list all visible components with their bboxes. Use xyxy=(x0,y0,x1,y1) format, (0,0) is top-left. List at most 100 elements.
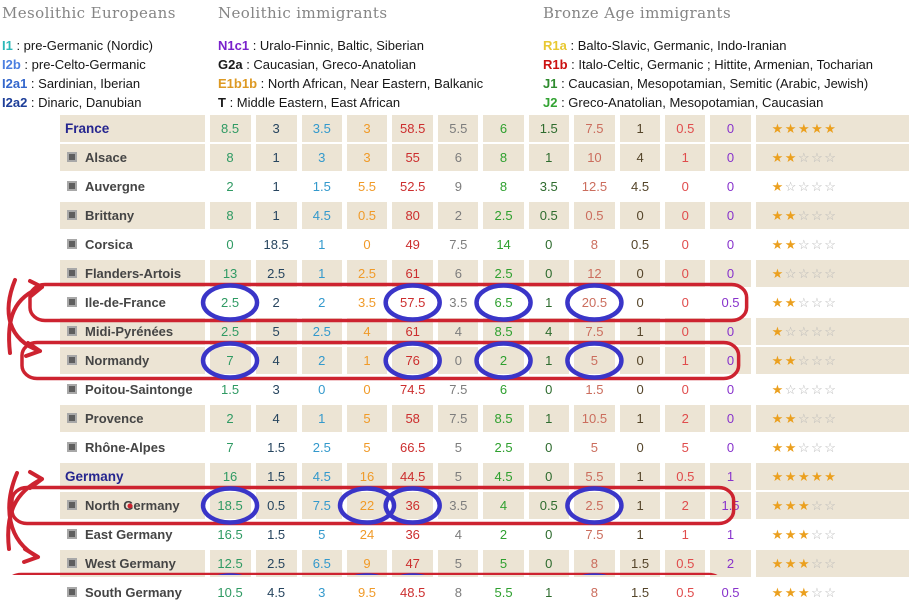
star-filled-icon: ★ xyxy=(771,468,785,484)
subregion-name-cell: East Germany xyxy=(60,521,205,548)
value-cell-col11: 0 xyxy=(665,376,706,403)
star-filled-icon: ★ xyxy=(784,410,798,426)
haplogroup-code: E1b1b xyxy=(218,76,258,91)
table-row-flanders-artois: Flanders-Artois 13 2.5 1 2.5 61 6 2.5 0 12 0 0 0 ★☆☆☆… xyxy=(60,260,909,287)
value-cell-col9: 7.5 xyxy=(573,115,615,142)
legend-items-mesolithic: I1 : pre-Germanic (Nordic) I2b : pre-Celt… xyxy=(2,36,176,112)
value-cell-col11: 0 xyxy=(665,173,706,200)
table-row-provence: Provence 2 4 1 5 58 7.5 8.5 1 10.5 1 2 0 ★★☆☆☆ xyxy=(60,405,909,432)
row-label: South Germany xyxy=(85,585,182,600)
value-cell-col1: 1.5 xyxy=(209,376,251,403)
subregion-name-cell: Provence xyxy=(60,405,205,432)
haplogroup-frequency-table: France 8.5 3 3.5 3 58.5 5.5 6 1.5 7.5 1 0.5 0 ★★★★★ Al… xyxy=(55,113,914,608)
legend-item-e1b1b: E1b1b : North African, Near Eastern, Bal… xyxy=(218,76,484,91)
star-empty-icon: ☆ xyxy=(811,323,825,339)
star-empty-icon: ☆ xyxy=(811,381,825,397)
value-cell-col4: 5 xyxy=(346,405,388,432)
value-cell-col2: 1.5 xyxy=(255,434,297,461)
star-empty-icon: ☆ xyxy=(811,294,825,310)
legend-item-i2b: I2b : pre-Celto-Germanic xyxy=(2,57,146,72)
subregion-name-cell: North Germany xyxy=(60,492,205,519)
square-bullet-icon xyxy=(67,442,77,452)
value-cell-col9: 8 xyxy=(573,550,615,577)
value-cell-col5: 76 xyxy=(392,347,434,374)
value-cell-col12: 0.5 xyxy=(710,579,751,606)
value-cell-col6: 6 xyxy=(438,144,479,171)
subregion-name-cell: Corsica xyxy=(60,231,205,258)
star-empty-icon: ☆ xyxy=(784,323,798,339)
star-filled-icon: ★ xyxy=(824,120,838,136)
square-bullet-icon xyxy=(67,181,77,191)
value-cell-col12: 0 xyxy=(710,434,751,461)
star-empty-icon: ☆ xyxy=(824,381,838,397)
value-cell-col7: 8.5 xyxy=(483,405,524,432)
value-cell-col4: 1 xyxy=(346,347,388,374)
table-row-france: France 8.5 3 3.5 3 58.5 5.5 6 1.5 7.5 1 0.5 0 ★★★★★ xyxy=(60,115,909,142)
value-cell-col11: 0 xyxy=(665,289,706,316)
table-row-ile-de-france: Ile-de-France 2.5 2 2 3.5 57.5 3.5 6.5 1 20.5 0 0 0.… xyxy=(60,289,909,316)
star-empty-icon: ☆ xyxy=(824,352,838,368)
haplogroup-code: I1 xyxy=(2,38,13,53)
legend-item-t: T : Middle Eastern, East African xyxy=(218,95,401,110)
star-filled-icon: ★ xyxy=(811,468,825,484)
table-row-auvergne: Auvergne 2 1 1.5 5.5 52.5 9 8 3.5 12.5 4.5 0 0 ★☆☆☆☆ xyxy=(60,173,909,200)
star-filled-icon: ★ xyxy=(797,526,812,542)
value-cell-col3: 7.5 xyxy=(301,492,342,519)
star-rating: ★☆☆☆☆ xyxy=(755,318,909,345)
square-bullet-icon xyxy=(67,587,77,597)
star-rating: ★★★☆☆ xyxy=(755,579,909,606)
legend-item-i2a2: I2a2 : Dinaric, Danubian xyxy=(2,95,142,110)
value-cell-col1: 2 xyxy=(209,173,251,200)
legend-group-bronze-age: Bronze Age immigrants R1a : Balto-Slavic… xyxy=(543,4,873,112)
value-cell-col3: 2.5 xyxy=(301,434,342,461)
star-filled-icon: ★ xyxy=(771,294,785,310)
value-cell-col9: 1.5 xyxy=(573,376,615,403)
value-cell-col4: 5.5 xyxy=(346,173,388,200)
star-empty-icon: ☆ xyxy=(811,265,825,281)
star-filled-icon: ★ xyxy=(784,526,798,542)
value-cell-col12: 1 xyxy=(710,521,751,548)
value-cell-col5: 48.5 xyxy=(392,579,434,606)
star-empty-icon: ☆ xyxy=(811,497,825,513)
subregion-name-cell: Rhône-Alpes xyxy=(60,434,205,461)
star-filled-icon: ★ xyxy=(771,381,785,397)
value-cell-col2: 18.5 xyxy=(255,231,297,258)
value-cell-col12: 0 xyxy=(710,318,751,345)
star-empty-icon: ☆ xyxy=(811,352,825,368)
value-cell-col3: 3 xyxy=(301,579,342,606)
value-cell-col7: 4.5 xyxy=(483,463,524,490)
subregion-name-cell: Midi-Pyrénées xyxy=(60,318,205,345)
value-cell-col4: 0.5 xyxy=(346,202,388,229)
value-cell-col10: 1.5 xyxy=(619,579,661,606)
legend-item-j1: J1 : Caucasian, Mesopotamian, Semitic (A… xyxy=(543,76,869,91)
row-label: Flanders-Artois xyxy=(85,266,182,281)
row-label: Auvergne xyxy=(85,179,145,194)
value-cell-col4: 3 xyxy=(346,115,388,142)
value-cell-col10: 1.5 xyxy=(619,550,661,577)
star-filled-icon: ★ xyxy=(797,468,812,484)
value-cell-col10: 1 xyxy=(619,521,661,548)
value-cell-col3: 2.5 xyxy=(301,318,342,345)
value-cell-col8: 3.5 xyxy=(528,173,569,200)
star-rating: ★★☆☆☆ xyxy=(755,434,909,461)
star-empty-icon: ☆ xyxy=(797,381,812,397)
star-filled-icon: ★ xyxy=(784,352,798,368)
value-cell-col10: 1 xyxy=(619,405,661,432)
star-filled-icon: ★ xyxy=(797,584,812,600)
value-cell-col9: 8 xyxy=(573,231,615,258)
haplogroup-code: J2 xyxy=(543,95,558,110)
value-cell-col7: 6 xyxy=(483,115,524,142)
star-empty-icon: ☆ xyxy=(824,149,838,165)
value-cell-col11: 0 xyxy=(665,202,706,229)
row-label: Rhône-Alpes xyxy=(85,440,166,455)
value-cell-col11: 5 xyxy=(665,434,706,461)
value-cell-col12: 1 xyxy=(710,463,751,490)
legend-title-neolithic: Neolithic immigrants xyxy=(218,4,388,22)
haplogroup-code: T xyxy=(218,95,226,110)
value-cell-col5: 74.5 xyxy=(392,376,434,403)
value-cell-col1: 18.5 xyxy=(209,492,251,519)
table-row-normandy: Normandy 7 4 2 1 76 0 2 1 5 0 1 0 ★★☆☆☆ xyxy=(60,347,909,374)
table-row-corsica: Corsica 0 18.5 1 0 49 7.5 14 0 8 0.5 0 0 ★★☆☆☆ xyxy=(60,231,909,258)
value-cell-col5: 52.5 xyxy=(392,173,434,200)
value-cell-col2: 0.5 xyxy=(255,492,297,519)
